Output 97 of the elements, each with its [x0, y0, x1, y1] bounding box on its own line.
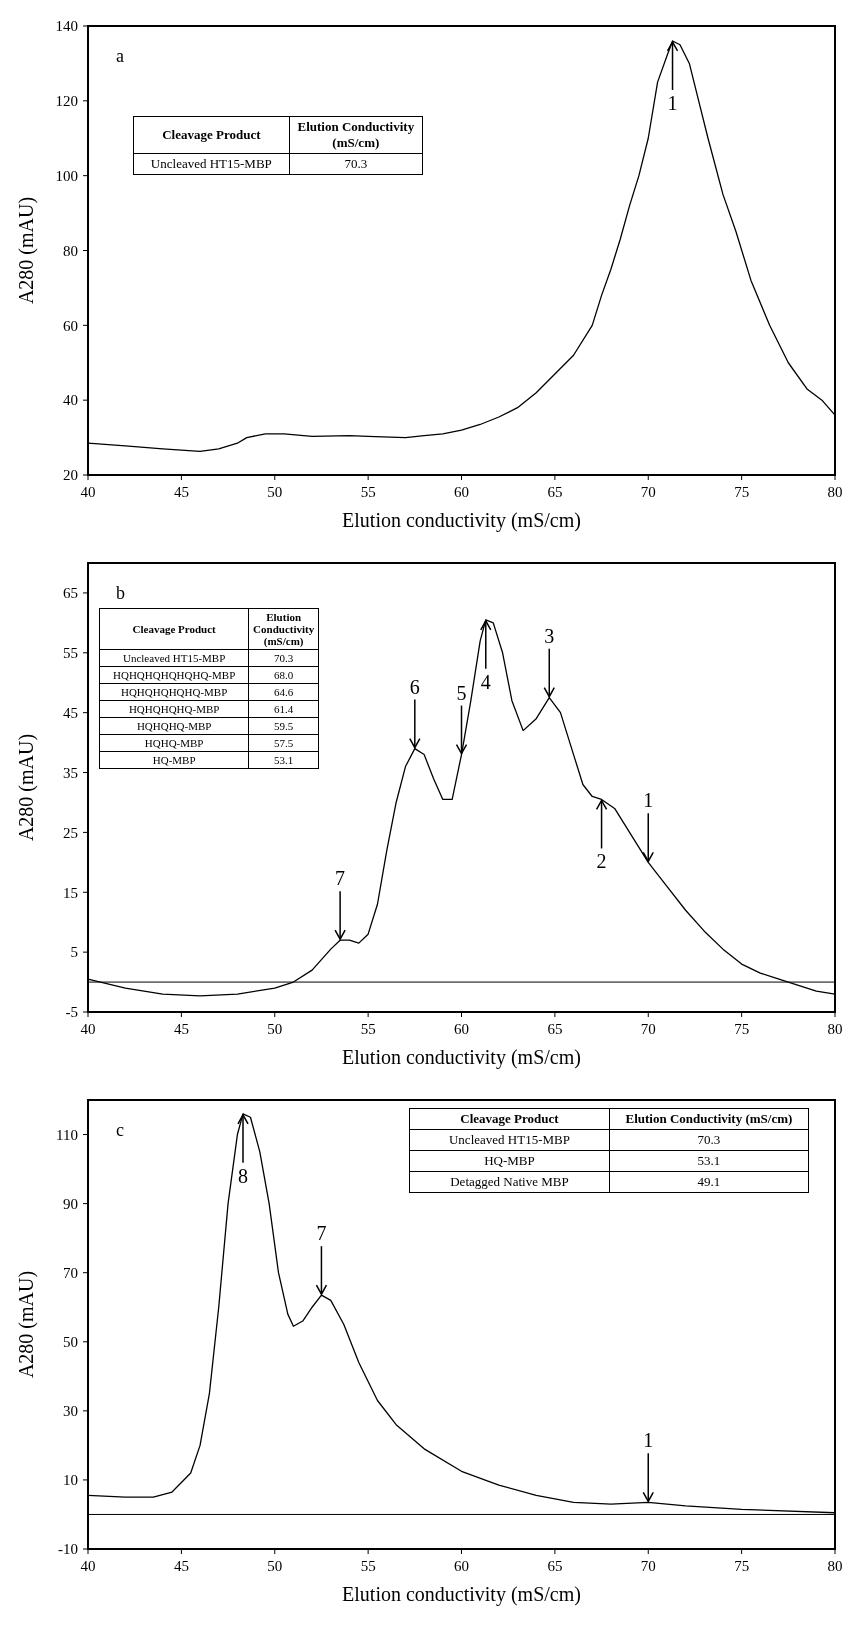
- x-tick-label: 80: [827, 1021, 843, 1037]
- x-tick-label: 60: [454, 484, 469, 500]
- annotation: 4: [480, 670, 491, 693]
- annotation: HQHQ-MBP: [99, 734, 249, 752]
- annotation: Elution Conductivity (mS/cm): [248, 608, 319, 650]
- annotation: Cleavage Product: [409, 1108, 610, 1130]
- annotation: 2: [596, 850, 607, 873]
- annotation: 7: [335, 867, 346, 890]
- y-tick-label: 40: [63, 392, 78, 409]
- y-tick-label: 35: [63, 764, 78, 781]
- annotation: 3: [544, 624, 555, 647]
- annotation: Uncleaved HT15-MBP: [133, 153, 290, 175]
- annotation: HQHQHQ-MBP: [99, 717, 249, 735]
- y-tick-label: 120: [55, 93, 78, 110]
- annotation: 70.3: [248, 649, 319, 667]
- annotation: 1: [667, 91, 678, 114]
- y-tick-label: 70: [63, 1264, 78, 1281]
- annotation: 6: [409, 675, 420, 698]
- x-tick-label: 65: [547, 484, 563, 500]
- annotation: Cleavage Product: [99, 608, 249, 650]
- annotation: 8: [238, 1164, 248, 1187]
- annotation: 57.5: [248, 734, 319, 752]
- annotation: b: [116, 583, 125, 603]
- x-tick-label: 65: [547, 1558, 563, 1574]
- x-tick-label: 45: [173, 1021, 189, 1037]
- x-tick-label: 75: [734, 1558, 750, 1574]
- annotation: HQ-MBP: [99, 751, 249, 769]
- y-tick-label: 10: [63, 1472, 78, 1489]
- x-tick-label: 40: [80, 484, 96, 500]
- annotation: 68.0: [248, 666, 319, 684]
- x-tick-label: 50: [267, 1021, 283, 1037]
- annotation: Uncleaved HT15-MBP: [409, 1129, 610, 1151]
- annotation: HQHQHQHQ-MBP: [99, 700, 249, 718]
- annotation: Elution Conductivity (mS/cm): [609, 1108, 809, 1130]
- annotation: 7: [316, 1222, 327, 1245]
- x-tick-label: 40: [80, 1558, 96, 1574]
- y-tick-label: 30: [63, 1403, 78, 1420]
- annotation: HQHQHQHQHQHQ-MBP: [99, 666, 249, 684]
- annotation: 1: [643, 1429, 654, 1452]
- x-tick-label: 80: [827, 1558, 843, 1574]
- annotation: 61.4: [248, 700, 319, 718]
- annotation: Uncleaved HT15-MBP: [99, 649, 249, 667]
- y-axis-title: A280 (mAU): [15, 1270, 38, 1379]
- x-tick-label: 40: [80, 1021, 96, 1037]
- y-tick-label: 25: [63, 824, 78, 841]
- annotation: a: [116, 46, 124, 66]
- annotation: HQ-MBP: [409, 1150, 610, 1172]
- annotation: 53.1: [609, 1150, 809, 1172]
- y-tick-label: 50: [63, 1334, 78, 1351]
- annotation: 1: [643, 789, 654, 812]
- annotation: 70.3: [609, 1129, 809, 1151]
- x-tick-label: 50: [267, 1558, 283, 1574]
- x-tick-label: 60: [454, 1021, 469, 1037]
- y-tick-label: 60: [63, 317, 78, 334]
- annotation: HQHQHQHQHQ-MBP: [99, 683, 249, 701]
- y-axis-title: A280 (mAU): [15, 733, 38, 842]
- x-tick-label: 80: [827, 484, 843, 500]
- annotation: c: [116, 1120, 124, 1140]
- annotation: 64.6: [248, 683, 319, 701]
- x-tick-label: 65: [547, 1021, 563, 1037]
- y-tick-label: -10: [58, 1541, 78, 1558]
- x-tick-label: 75: [734, 484, 750, 500]
- annotation: Detagged Native MBP: [409, 1171, 610, 1193]
- x-tick-label: 75: [734, 1021, 750, 1037]
- x-tick-label: 45: [173, 1558, 189, 1574]
- x-tick-label: 60: [454, 1558, 469, 1574]
- x-tick-label: 70: [640, 484, 656, 500]
- annotation: 49.1: [609, 1171, 809, 1193]
- x-axis-title: Elution conductivity (mS/cm): [342, 509, 581, 532]
- y-tick-label: 80: [63, 242, 78, 259]
- y-tick-label: 20: [63, 467, 78, 484]
- x-tick-label: 70: [640, 1558, 656, 1574]
- x-tick-label: 55: [360, 1021, 376, 1037]
- annotation: 5: [456, 681, 467, 704]
- x-axis-title: Elution conductivity (mS/cm): [342, 1046, 581, 1069]
- y-tick-label: 90: [63, 1195, 78, 1212]
- y-axis-title: A280 (mAU): [15, 196, 38, 305]
- y-tick-label: 5: [70, 944, 78, 961]
- y-tick-label: 65: [63, 585, 78, 602]
- y-tick-label: -5: [65, 1004, 78, 1021]
- x-tick-label: 70: [640, 1021, 656, 1037]
- y-tick-label: 15: [63, 884, 78, 901]
- y-tick-label: 55: [63, 645, 78, 662]
- x-tick-label: 50: [267, 484, 283, 500]
- y-tick-label: 110: [56, 1126, 78, 1143]
- x-tick-label: 55: [360, 1558, 376, 1574]
- annotation: 59.5: [248, 717, 319, 735]
- x-axis-title: Elution conductivity (mS/cm): [342, 1583, 581, 1606]
- annotation: Elution Conductivity (mS/cm): [289, 116, 423, 154]
- y-tick-label: 140: [55, 18, 78, 35]
- y-tick-label: 45: [63, 704, 78, 721]
- y-tick-label: 100: [55, 167, 78, 184]
- annotation: Cleavage Product: [133, 116, 290, 154]
- annotation: 70.3: [289, 153, 423, 175]
- x-tick-label: 45: [173, 484, 189, 500]
- annotation: 53.1: [248, 751, 319, 769]
- x-tick-label: 55: [360, 484, 376, 500]
